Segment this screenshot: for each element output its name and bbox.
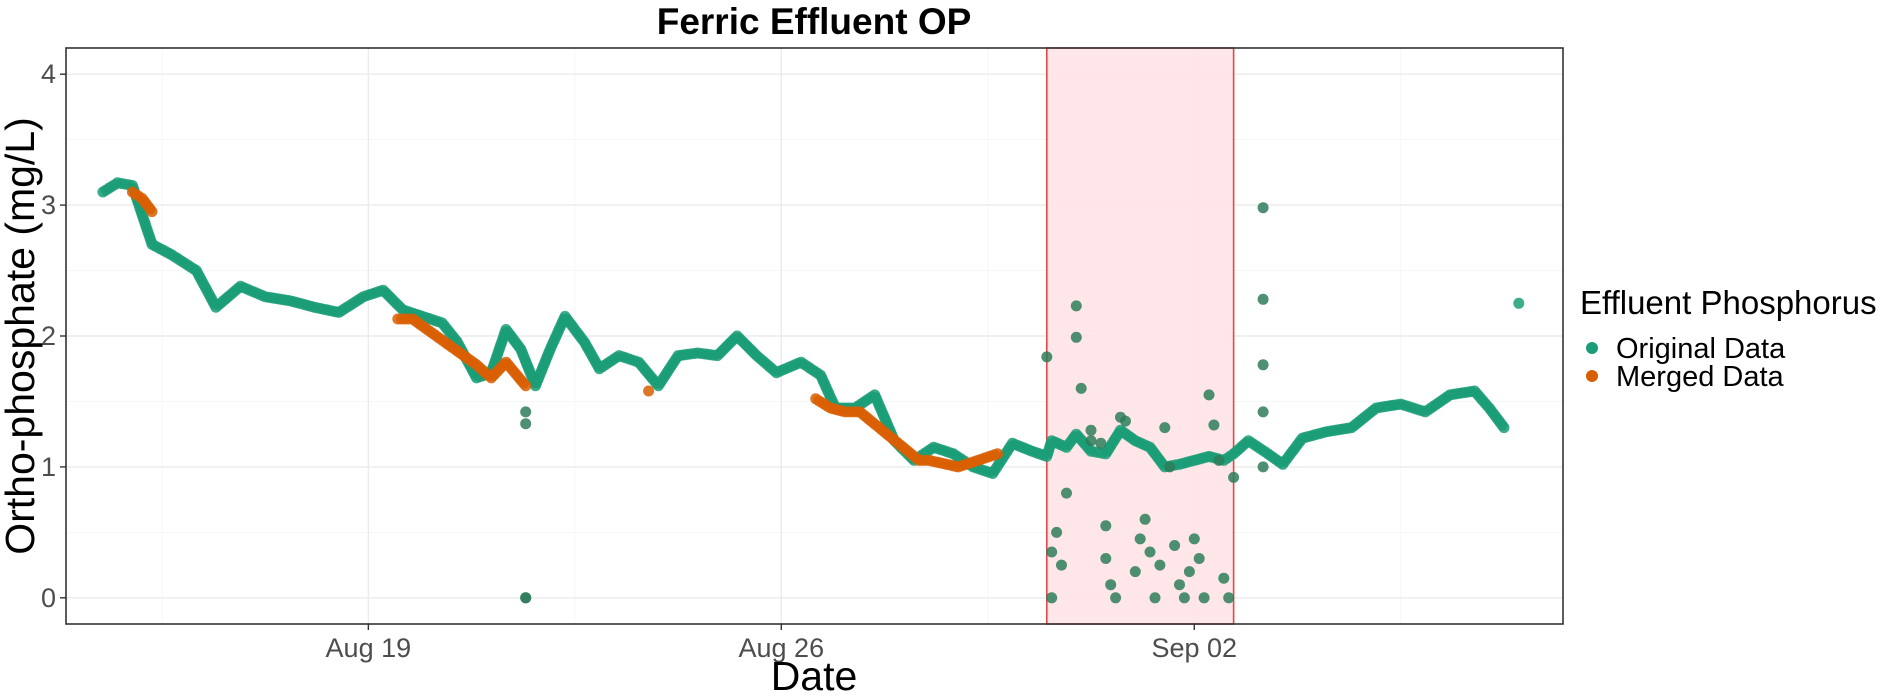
x-tick-label: Aug 19	[326, 633, 412, 663]
data-point	[1051, 526, 1063, 538]
data-point	[520, 418, 532, 430]
data-point	[992, 448, 1004, 460]
data-point	[1085, 435, 1097, 447]
data-point	[1149, 592, 1161, 604]
x-tick-label: Sep 02	[1151, 633, 1237, 663]
data-point	[1203, 389, 1215, 401]
data-point	[1498, 422, 1510, 434]
legend-key-original	[1586, 342, 1598, 354]
data-point	[1257, 202, 1269, 214]
data-point	[1110, 592, 1122, 604]
data-point	[1056, 559, 1067, 571]
data-point	[520, 592, 532, 604]
y-tick-label: 1	[41, 452, 56, 482]
data-point	[1105, 579, 1117, 591]
data-point	[520, 406, 532, 418]
legend-label-original: Original Data	[1616, 333, 1786, 365]
data-point	[1178, 592, 1190, 604]
data-point	[1257, 359, 1269, 371]
chart-title: Ferric Effluent OP	[657, 1, 972, 42]
series-0	[97, 177, 1525, 479]
data-point	[1159, 422, 1171, 434]
data-point	[1139, 513, 1151, 525]
data-point	[1164, 461, 1176, 473]
data-point	[1120, 415, 1131, 427]
data-point	[1041, 351, 1053, 363]
y-tick-label: 0	[41, 583, 56, 613]
y-axis: 0 1 2 3 4	[41, 59, 66, 613]
x-axis: Aug 19 Aug 26 Sep 02	[326, 624, 1237, 663]
series-2	[520, 202, 1269, 604]
data-point	[1188, 533, 1200, 545]
data-point	[146, 206, 158, 218]
data-point	[1154, 559, 1166, 571]
data-point	[1046, 592, 1058, 604]
data-point	[1183, 566, 1195, 578]
data-point	[1257, 406, 1269, 418]
data-point	[1100, 553, 1112, 564]
data-point	[1257, 293, 1269, 305]
data-point	[1095, 437, 1107, 449]
data-point	[1257, 461, 1269, 473]
data-point	[1208, 419, 1220, 431]
data-point	[1070, 331, 1082, 343]
data-point	[520, 380, 532, 392]
y-tick-label: 4	[41, 59, 56, 89]
y-tick-label: 2	[41, 321, 56, 351]
legend-title: Effluent Phosphorus	[1580, 284, 1877, 321]
y-tick-label: 3	[41, 190, 56, 220]
x-tick-label: Aug 26	[739, 633, 825, 663]
data-point	[1061, 487, 1072, 499]
data-point	[1193, 553, 1205, 564]
data-point	[1218, 572, 1230, 584]
data-point	[1144, 546, 1156, 558]
data-point	[1100, 520, 1112, 532]
data-point	[1134, 533, 1146, 545]
data-point	[1198, 592, 1210, 604]
legend-key-merged	[1586, 370, 1598, 382]
legend-label-merged: Merged Data	[1616, 361, 1785, 393]
data-point	[1070, 300, 1082, 312]
data-point	[1228, 471, 1240, 483]
data-point	[643, 385, 655, 397]
series-1	[126, 186, 1004, 473]
data-point	[1174, 579, 1185, 591]
y-axis-title: Ortho-phosphate (mg/L)	[0, 117, 43, 555]
data-point	[1129, 566, 1141, 578]
x-axis-title: Date	[771, 653, 858, 699]
data-point	[1213, 454, 1225, 466]
legend: Effluent Phosphorus Original Data Merged…	[1580, 284, 1877, 393]
data-point	[1223, 592, 1235, 604]
data-point	[1085, 424, 1097, 436]
data-point	[1169, 540, 1181, 551]
data-point	[1513, 297, 1525, 309]
data-point	[1046, 546, 1058, 558]
points-layer	[97, 177, 1525, 604]
data-point	[1075, 382, 1087, 394]
